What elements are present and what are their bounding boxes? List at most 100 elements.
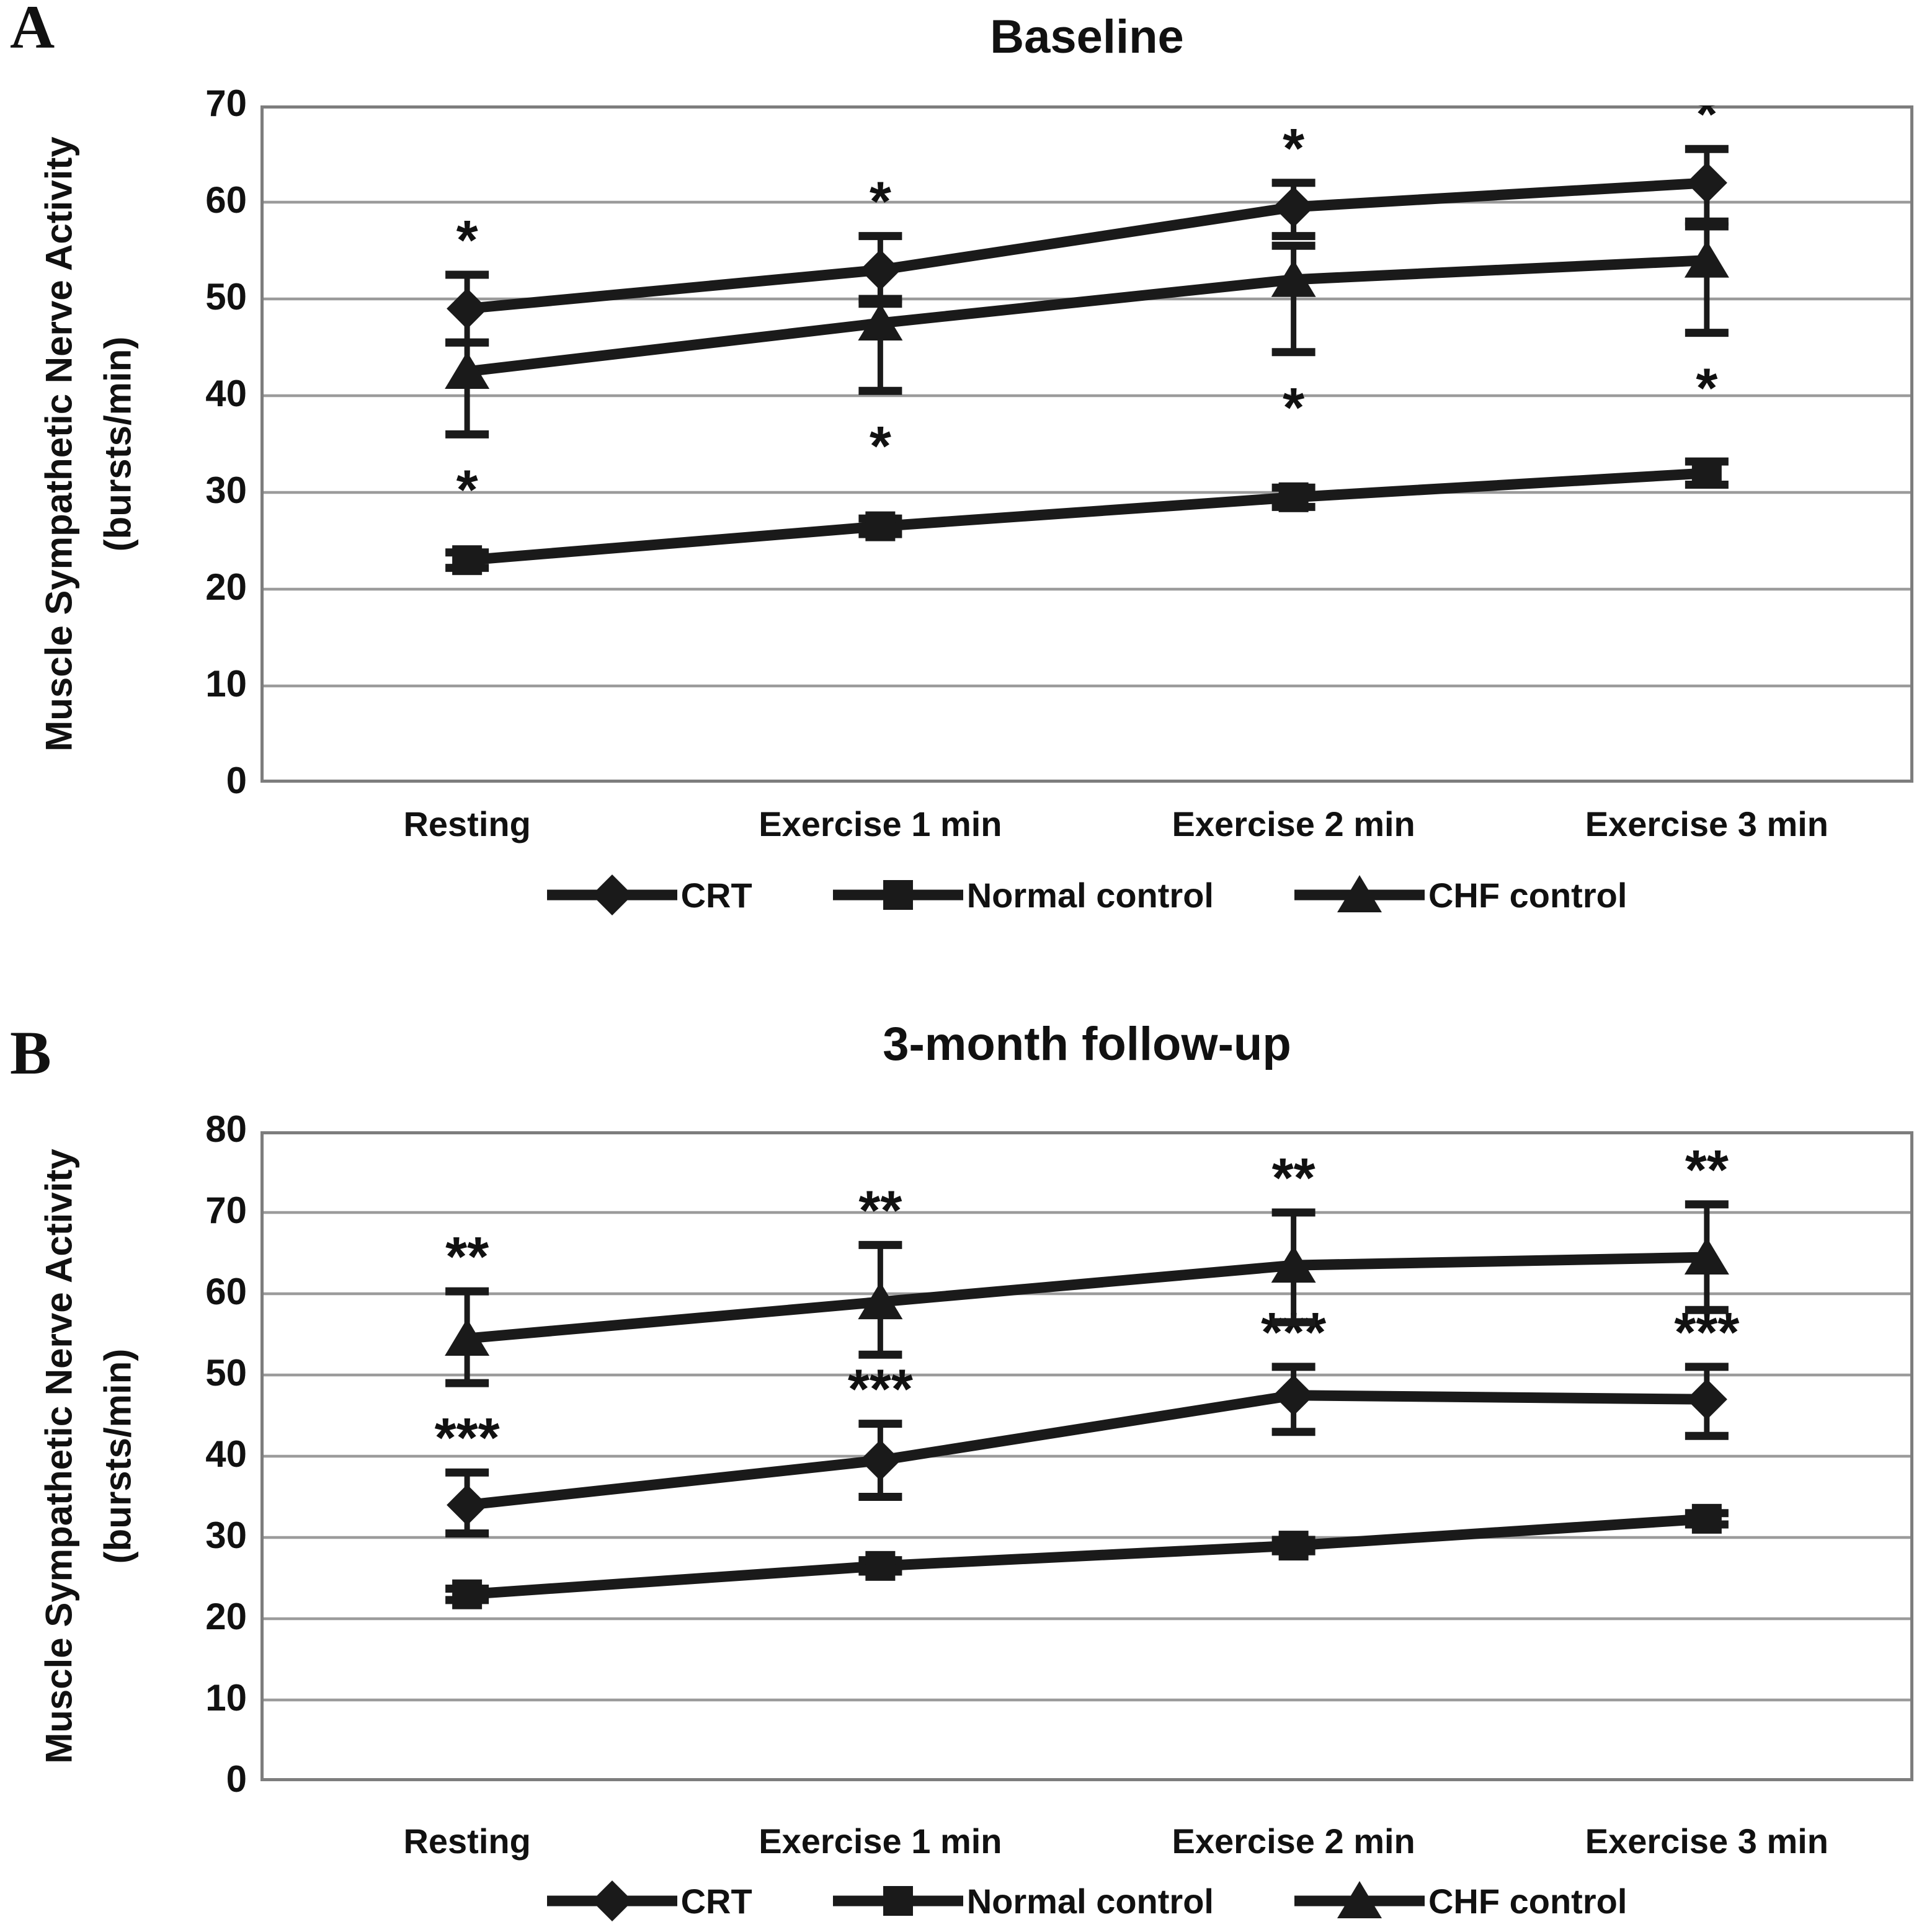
legend-follow-up: CRT Normal control CHF control	[260, 1873, 1913, 1922]
significance-label: *	[1283, 118, 1304, 180]
legend-item-chf-control: CHF control	[1294, 867, 1627, 923]
chart-title-baseline: Baseline	[990, 11, 1184, 63]
plot-area-follow-up: ********* ********* **	[260, 1131, 1913, 1781]
legend-marker-triangle-icon	[1294, 875, 1425, 912]
series-line-crt	[466, 1390, 1707, 1511]
legend-item-crt: CRT	[546, 1873, 752, 1922]
legend-label-chf-control: CHF control	[1428, 1881, 1627, 1921]
legend-marker-triangle-icon	[1294, 1881, 1425, 1918]
legend-item-chf-control: CHF control	[1294, 1873, 1627, 1922]
y-tick-label-20: 20	[205, 1596, 247, 1637]
x-category-label-resting: Resting	[403, 804, 531, 843]
plot-border	[260, 1131, 1913, 1781]
y-tick-label-80: 80	[205, 1108, 247, 1150]
plot-area-baseline: * * * * * * * *	[260, 105, 1913, 783]
series-line-chf-control	[466, 255, 1707, 377]
significance-label: *	[870, 416, 891, 478]
series-line-chf-control	[466, 1252, 1707, 1344]
x-category-label-resting: Resting	[403, 1822, 531, 1861]
triangle-marker-icon	[1337, 875, 1382, 912]
x-category-label-exercise-3-min: Exercise 3 min	[1585, 1822, 1828, 1861]
square-marker-icon	[883, 880, 913, 910]
legend-marker-square-icon	[832, 1886, 963, 1916]
panel-a: A Baseline Muscle Sympathetic Nerve Acti…	[10, 0, 1913, 923]
y-axis-title-line1: Muscle Sympathetic Nerve Activity	[38, 1149, 80, 1764]
triangle-marker-icon	[858, 1282, 903, 1320]
x-category-label-exercise-1-min: Exercise 1 min	[759, 804, 1002, 843]
diamond-marker-icon	[447, 288, 488, 329]
legend-label-crt: CRT	[680, 875, 752, 915]
significance-label: **	[1685, 1139, 1729, 1201]
triangle-marker-icon	[445, 1319, 490, 1356]
legend-baseline: CRT Normal control CHF control	[260, 867, 1913, 923]
triangle-marker-icon	[1337, 1881, 1382, 1918]
y-tick-label-30: 30	[205, 469, 247, 511]
square-marker-icon	[1691, 1503, 1722, 1534]
panel-letter-a: A	[10, 0, 55, 61]
legend-item-normal-control: Normal control	[832, 867, 1214, 923]
legend-label-crt: CRT	[680, 1881, 752, 1921]
series-line-crt	[466, 177, 1707, 314]
y-tick-label-60: 60	[205, 1271, 247, 1312]
triangle-marker-icon	[1271, 1245, 1316, 1283]
significance-label: **	[445, 1226, 489, 1288]
square-marker-icon	[452, 1579, 483, 1609]
significance-label: ***	[848, 1359, 913, 1421]
significance-label: *	[870, 171, 891, 233]
legend-item-crt: CRT	[546, 867, 752, 923]
legend-marker-square-icon	[832, 880, 963, 910]
diamond-marker-icon	[1273, 186, 1314, 228]
diamond-marker-icon	[447, 1484, 488, 1526]
plot-border	[260, 105, 1913, 783]
legend-label-normal-control: Normal control	[966, 1881, 1214, 1921]
y-tick-label-30: 30	[205, 1515, 247, 1556]
diamond-marker-icon	[860, 249, 901, 291]
square-marker-icon	[452, 545, 483, 576]
significance-label: ***	[435, 1407, 500, 1469]
legend-marker-diamond-icon	[546, 1880, 677, 1921]
y-tick-label-20: 20	[205, 566, 247, 608]
significance-label: *	[1283, 377, 1304, 439]
square-marker-icon	[865, 1551, 896, 1581]
panel-letter-b: B	[10, 1018, 51, 1087]
y-tick-label-50: 50	[205, 1352, 247, 1394]
legend-label-chf-control: CHF control	[1428, 875, 1627, 915]
y-tick-label-0: 0	[226, 1758, 247, 1800]
series-line-normal-control	[466, 468, 1707, 566]
legend-label-normal-control: Normal control	[966, 875, 1214, 915]
y-tick-label-50: 50	[205, 276, 247, 318]
square-marker-icon	[1691, 458, 1722, 488]
y-tick-label-60: 60	[205, 179, 247, 221]
y-tick-label-40: 40	[205, 373, 247, 414]
significance-label: *	[1696, 105, 1717, 146]
square-marker-icon	[1278, 482, 1309, 512]
diamond-marker-icon	[1686, 1379, 1727, 1420]
significance-label: *	[1696, 358, 1717, 420]
triangle-marker-icon	[1684, 240, 1729, 278]
legend-marker-diamond-icon	[546, 874, 677, 915]
y-tick-label-70: 70	[205, 1190, 247, 1231]
x-category-label-exercise-2-min: Exercise 2 min	[1172, 804, 1415, 843]
y-tick-label-10: 10	[205, 1677, 247, 1719]
significance-label: *	[456, 459, 478, 521]
significance-label: **	[1272, 1147, 1315, 1209]
diamond-marker-icon	[1686, 162, 1727, 203]
square-marker-icon	[883, 1886, 913, 1916]
series-line-normal-control	[466, 1513, 1707, 1600]
triangle-marker-icon	[858, 303, 903, 340]
square-marker-icon	[865, 511, 896, 541]
triangle-marker-icon	[445, 352, 490, 389]
x-category-label-exercise-1-min: Exercise 1 min	[759, 1822, 1002, 1861]
y-tick-label-10: 10	[205, 663, 247, 705]
square-marker-icon	[1278, 1531, 1309, 1561]
triangle-marker-icon	[1684, 1237, 1729, 1275]
significance-label: *	[456, 210, 478, 272]
x-category-label-exercise-2-min: Exercise 2 min	[1172, 1822, 1415, 1861]
y-tick-label-70: 70	[205, 82, 247, 124]
x-category-label-exercise-3-min: Exercise 3 min	[1585, 804, 1828, 843]
legend-item-normal-control: Normal control	[832, 1873, 1214, 1922]
diamond-marker-icon	[860, 1439, 901, 1481]
diamond-marker-icon	[591, 874, 633, 915]
